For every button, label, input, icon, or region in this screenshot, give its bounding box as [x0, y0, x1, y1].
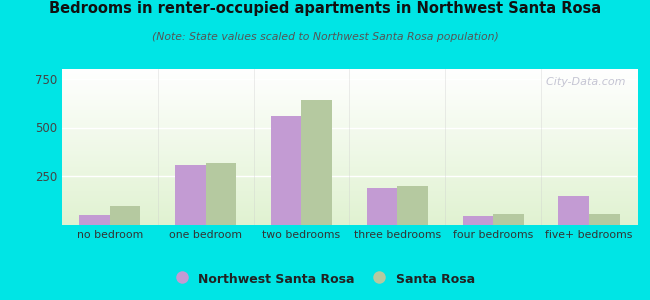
Bar: [110, 206, 140, 225]
Text: (Note: State values scaled to Northwest Santa Rosa population): (Note: State values scaled to Northwest …: [151, 32, 499, 41]
Bar: [79, 215, 110, 225]
Bar: [463, 216, 493, 225]
Bar: [205, 163, 236, 225]
Bar: [302, 100, 332, 225]
Bar: [397, 186, 428, 225]
Bar: [271, 116, 302, 225]
Bar: [367, 188, 397, 225]
Text: Bedrooms in renter-occupied apartments in Northwest Santa Rosa: Bedrooms in renter-occupied apartments i…: [49, 2, 601, 16]
Text: City-Data.com: City-Data.com: [539, 77, 625, 87]
Bar: [589, 214, 619, 225]
Bar: [175, 164, 205, 225]
Bar: [493, 214, 524, 225]
Bar: [558, 196, 589, 225]
Legend: Northwest Santa Rosa, Santa Rosa: Northwest Santa Rosa, Santa Rosa: [170, 267, 480, 291]
